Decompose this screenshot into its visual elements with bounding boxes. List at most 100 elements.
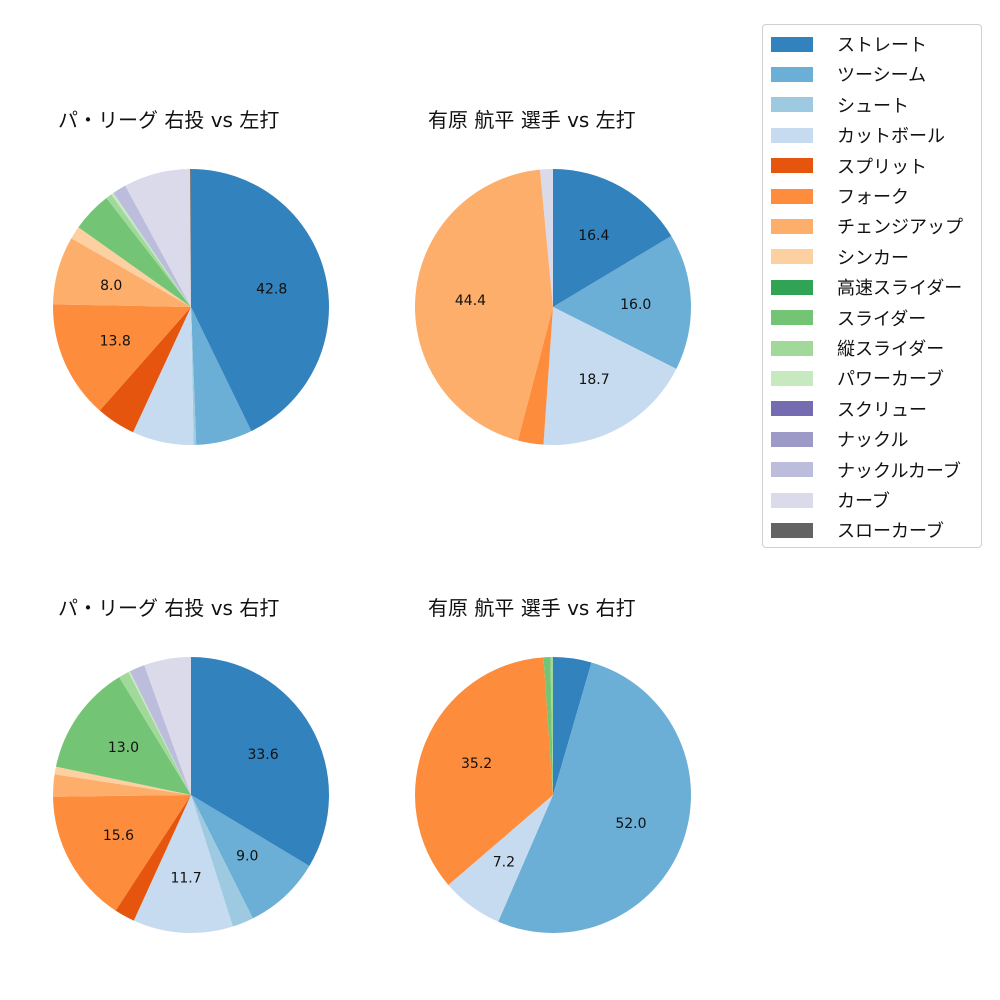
pie-slice bbox=[550, 657, 553, 795]
pie-slice bbox=[553, 169, 672, 307]
legend-item: ストレート bbox=[771, 33, 927, 56]
pie-slice bbox=[99, 307, 191, 433]
pie-slice bbox=[133, 307, 194, 446]
legend-swatch bbox=[771, 218, 813, 234]
legend-swatch bbox=[771, 431, 813, 447]
legend-swatch bbox=[771, 36, 813, 52]
legend-item: スプリット bbox=[771, 155, 927, 178]
slice-value-label: 52.0 bbox=[615, 816, 646, 832]
pie-slice bbox=[190, 169, 191, 307]
pie-slice bbox=[144, 657, 191, 795]
pie-slice bbox=[414, 657, 553, 885]
legend-item: 高速スライダー bbox=[771, 276, 963, 300]
legend-label: スプリット bbox=[837, 156, 927, 178]
legend-item: ナックル bbox=[771, 428, 909, 452]
pie-slice bbox=[55, 677, 191, 795]
slice-value-label: 13.0 bbox=[108, 740, 139, 756]
pie-slice bbox=[191, 657, 330, 866]
pie-slice bbox=[119, 672, 191, 795]
legend-swatch bbox=[771, 401, 813, 417]
pie-slice bbox=[113, 185, 191, 307]
legend-item: スクリュー bbox=[771, 398, 927, 421]
pie-slice bbox=[540, 169, 553, 307]
pie-slice bbox=[191, 169, 329, 432]
pie-slice bbox=[128, 671, 191, 795]
legend-item: カーブ bbox=[771, 489, 890, 512]
pie-slice bbox=[111, 192, 191, 307]
pie-slice bbox=[191, 795, 253, 927]
legend-item: シュート bbox=[771, 94, 909, 117]
pie-slice bbox=[553, 236, 691, 369]
legend-swatch bbox=[771, 370, 813, 386]
legend-label: パワーカーブ bbox=[837, 369, 944, 391]
pie-slice bbox=[53, 795, 191, 911]
pie-slice bbox=[53, 304, 192, 411]
pie-slice bbox=[106, 194, 191, 307]
legend-label: ナックルカーブ bbox=[837, 460, 961, 482]
pie-slice bbox=[517, 307, 553, 445]
pie-slice bbox=[53, 774, 191, 797]
slice-value-label: 16.4 bbox=[578, 228, 609, 244]
pie-slice bbox=[191, 307, 197, 445]
pie-slice bbox=[133, 795, 233, 933]
legend-label: シンカー bbox=[837, 247, 909, 269]
pie-slice bbox=[553, 657, 592, 795]
legend-swatch bbox=[771, 310, 813, 326]
pie-slice bbox=[78, 197, 191, 307]
legend-item: 縦スライダー bbox=[771, 337, 944, 360]
slice-value-label: 16.0 bbox=[620, 297, 651, 313]
legend-label: カットボール bbox=[837, 126, 945, 148]
legend-item: ツーシーム bbox=[771, 63, 927, 87]
legend-swatch bbox=[771, 492, 813, 508]
chart-title-player-vs-left: 有原 航平 選手 vs 左打 bbox=[428, 108, 636, 132]
legend-swatch bbox=[771, 188, 813, 204]
pie-slice bbox=[125, 169, 191, 307]
legend-swatch bbox=[771, 127, 813, 143]
legend-swatch bbox=[771, 97, 813, 113]
legend-label: スクリュー bbox=[837, 399, 927, 421]
legend: ストレートツーシームシュートカットボール スプリットフォークチェンジアップシンカー… bbox=[762, 24, 982, 548]
slice-value-label: 11.7 bbox=[170, 871, 201, 887]
pie-1: 16.4 16.0 18.7 44.4 bbox=[414, 169, 691, 445]
slice-value-label: 33.6 bbox=[247, 747, 278, 763]
legend-swatch bbox=[771, 340, 813, 356]
slice-value-label: 44.4 bbox=[455, 293, 486, 309]
legend-item: シンカー bbox=[771, 246, 909, 269]
chart-title-player-vs-right: 有原 航平 選手 vs 右打 bbox=[428, 596, 636, 620]
chart-title-league-vs-right: パ・リーグ 右投 vs 右打 bbox=[58, 596, 280, 620]
pie-0: 42.8 13.8 8.0 bbox=[53, 169, 329, 446]
slice-value-label: 18.7 bbox=[578, 372, 609, 388]
legend-label: ナックル bbox=[837, 430, 909, 452]
legend-item: フォーク bbox=[771, 185, 909, 208]
legend-label: 高速スライダー bbox=[837, 278, 963, 300]
pie-slice bbox=[448, 795, 553, 922]
pie-slice bbox=[414, 169, 553, 441]
slice-value-label: 35.2 bbox=[461, 756, 492, 772]
pie-3: 52.0 7.2 35.2 bbox=[414, 657, 692, 934]
slice-value-label: 42.8 bbox=[256, 281, 287, 297]
legend-item: パワーカーブ bbox=[771, 367, 944, 391]
pie-slice bbox=[191, 795, 310, 919]
pie-slice bbox=[54, 766, 192, 795]
legend-swatch bbox=[771, 522, 813, 538]
pie-slice bbox=[191, 307, 252, 445]
legend-label: カーブ bbox=[837, 491, 890, 512]
legend-label: スライダー bbox=[837, 308, 927, 330]
pie-slice bbox=[71, 227, 191, 307]
legend-item: スローカーブ bbox=[771, 519, 944, 543]
legend-item: チェンジアップ bbox=[771, 215, 963, 238]
slice-value-label: 15.6 bbox=[103, 828, 134, 844]
slice-value-label: 13.8 bbox=[100, 333, 131, 349]
legend-swatch bbox=[771, 158, 813, 174]
legend-swatch bbox=[771, 279, 813, 295]
pie-2: 33.6 9.0 11.7 15.6 13.0 bbox=[53, 657, 330, 933]
legend-label: スローカーブ bbox=[837, 521, 944, 543]
pie-slice bbox=[543, 307, 677, 445]
slice-value-label: 7.2 bbox=[493, 855, 515, 871]
legend-item: カットボール bbox=[771, 124, 945, 148]
pie-slice bbox=[543, 657, 553, 795]
legend-label: ツーシーム bbox=[837, 65, 927, 87]
legend-item: ナックルカーブ bbox=[771, 459, 961, 482]
legend-swatch bbox=[771, 66, 813, 82]
